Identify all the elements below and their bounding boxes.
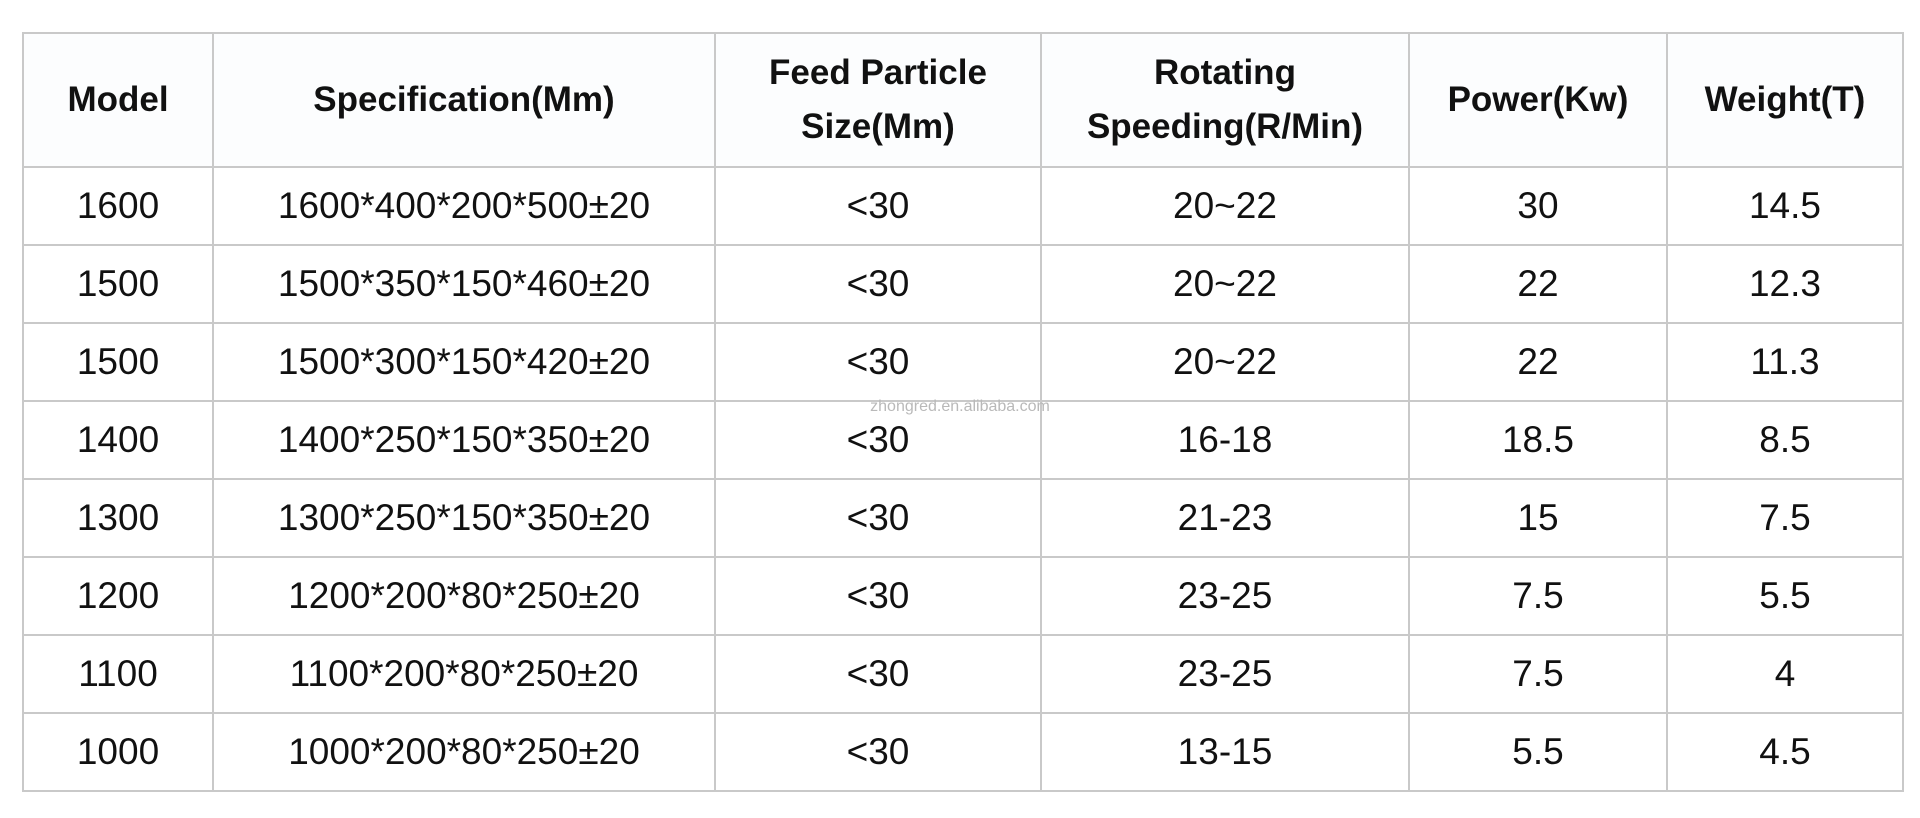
- cell-power: 15: [1408, 478, 1668, 558]
- cell-weight: 11.3: [1666, 322, 1904, 402]
- header-row: Model Specification(Mm) Feed Particle Si…: [22, 32, 1904, 168]
- cell-power: 22: [1408, 244, 1668, 324]
- header-weight: Weight(T): [1666, 32, 1904, 168]
- cell-model: 1300: [22, 478, 214, 558]
- table-row: 1500 1500*300*150*420±20 <30 20~22 22 11…: [22, 322, 1904, 402]
- cell-feed-size: <30: [714, 244, 1042, 324]
- header-feed-particle-size: Feed Particle Size(Mm): [714, 32, 1042, 168]
- cell-weight: 4.5: [1666, 712, 1904, 792]
- cell-model: 1400: [22, 400, 214, 480]
- cell-rotating-speed: 20~22: [1040, 322, 1410, 402]
- cell-specification: 1500*350*150*460±20: [212, 244, 716, 324]
- cell-power: 30: [1408, 166, 1668, 246]
- table-row: 1500 1500*350*150*460±20 <30 20~22 22 12…: [22, 244, 1904, 324]
- header-rotating-speed: Rotating Speeding(R/Min): [1040, 32, 1410, 168]
- cell-rotating-speed: 21-23: [1040, 478, 1410, 558]
- cell-weight: 12.3: [1666, 244, 1904, 324]
- cell-weight: 14.5: [1666, 166, 1904, 246]
- cell-power: 22: [1408, 322, 1668, 402]
- cell-feed-size: <30: [714, 478, 1042, 558]
- cell-model: 1200: [22, 556, 214, 636]
- cell-rotating-speed: 23-25: [1040, 556, 1410, 636]
- cell-rotating-speed: 23-25: [1040, 634, 1410, 714]
- table-row: 1200 1200*200*80*250±20 <30 23-25 7.5 5.…: [22, 556, 1904, 636]
- cell-specification: 1000*200*80*250±20: [212, 712, 716, 792]
- cell-specification: 1200*200*80*250±20: [212, 556, 716, 636]
- header-specification: Specification(Mm): [212, 32, 716, 168]
- cell-model: 1500: [22, 322, 214, 402]
- cell-feed-size: <30: [714, 634, 1042, 714]
- cell-weight: 4: [1666, 634, 1904, 714]
- table-row: 1600 1600*400*200*500±20 <30 20~22 30 14…: [22, 166, 1904, 246]
- cell-specification: 1400*250*150*350±20: [212, 400, 716, 480]
- cell-weight: 5.5: [1666, 556, 1904, 636]
- cell-specification: 1500*300*150*420±20: [212, 322, 716, 402]
- cell-power: 18.5: [1408, 400, 1668, 480]
- cell-rotating-speed: 20~22: [1040, 244, 1410, 324]
- header-power: Power(Kw): [1408, 32, 1668, 168]
- cell-model: 1000: [22, 712, 214, 792]
- cell-model: 1100: [22, 634, 214, 714]
- cell-specification: 1300*250*150*350±20: [212, 478, 716, 558]
- cell-power: 5.5: [1408, 712, 1668, 792]
- spec-table-container: Model Specification(Mm) Feed Particle Si…: [22, 32, 1904, 792]
- cell-feed-size: <30: [714, 166, 1042, 246]
- cell-feed-size: <30: [714, 712, 1042, 792]
- cell-model: 1600: [22, 166, 214, 246]
- cell-rotating-speed: 16-18: [1040, 400, 1410, 480]
- header-model: Model: [22, 32, 214, 168]
- cell-rotating-speed: 13-15: [1040, 712, 1410, 792]
- cell-weight: 7.5: [1666, 478, 1904, 558]
- cell-power: 7.5: [1408, 556, 1668, 636]
- cell-feed-size: <30: [714, 556, 1042, 636]
- cell-weight: 8.5: [1666, 400, 1904, 480]
- cell-model: 1500: [22, 244, 214, 324]
- cell-feed-size: <30: [714, 322, 1042, 402]
- table-row: 1300 1300*250*150*350±20 <30 21-23 15 7.…: [22, 478, 1904, 558]
- cell-specification: 1600*400*200*500±20: [212, 166, 716, 246]
- table-row: 1400 1400*250*150*350±20 <30 16-18 18.5 …: [22, 400, 1904, 480]
- cell-feed-size: <30: [714, 400, 1042, 480]
- table-row: 1000 1000*200*80*250±20 <30 13-15 5.5 4.…: [22, 712, 1904, 792]
- cell-power: 7.5: [1408, 634, 1668, 714]
- table-row: 1100 1100*200*80*250±20 <30 23-25 7.5 4: [22, 634, 1904, 714]
- spec-table: Model Specification(Mm) Feed Particle Si…: [22, 32, 1904, 792]
- cell-specification: 1100*200*80*250±20: [212, 634, 716, 714]
- cell-rotating-speed: 20~22: [1040, 166, 1410, 246]
